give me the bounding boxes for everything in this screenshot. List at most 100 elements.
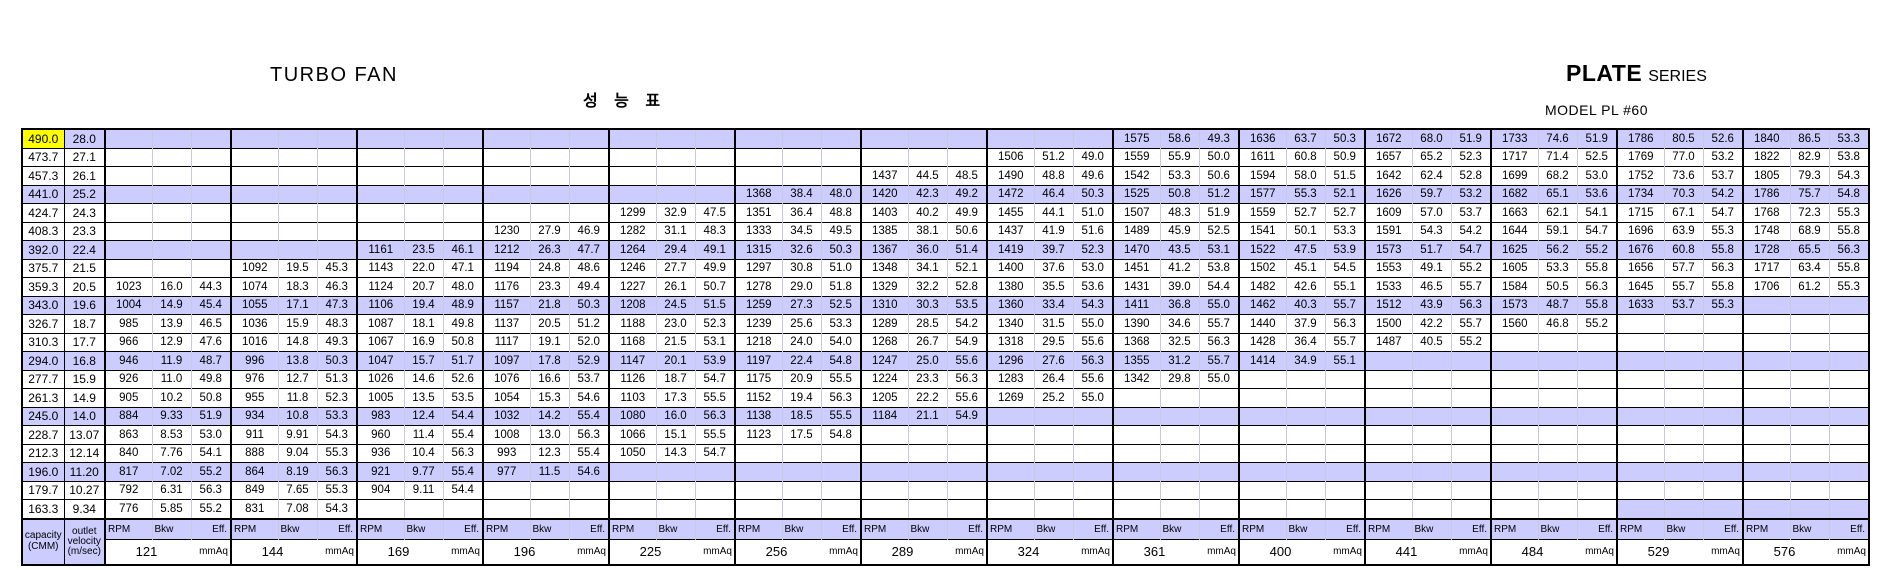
cell-rpm: 1676 [1616, 240, 1664, 259]
cell-bkw: 86.5 [1789, 128, 1829, 148]
table-row: 490.0 28.0 1575 58.6 49.3 1636 63.7 50.3 1672 68.… [22, 128, 1869, 148]
cell-bkw: 21.5 [655, 332, 695, 352]
cell-eff: 54.7 [694, 369, 735, 389]
cell-bkw: 20.5 [529, 314, 569, 333]
cell-bkw: 13.5 [403, 388, 443, 407]
cell-eff [568, 480, 609, 500]
table-row: 392.0 22.4 1161 23.5 46.1 1212 26.3 47.7 1264 29.… [22, 240, 1869, 259]
cell-bkw: 45.9 [1159, 221, 1199, 241]
cell-eff [1576, 388, 1617, 407]
cell-bkw: 8.53 [151, 425, 191, 444]
header-bkw: Bkw [1033, 517, 1073, 539]
cell-rpm: 1066 [608, 425, 656, 444]
cell-eff [1576, 332, 1617, 352]
cell-bkw: 14.6 [403, 369, 443, 389]
cell-bkw: 53.3 [1159, 166, 1199, 185]
cell-rpm: 1507 [1112, 203, 1160, 222]
cell-eff: 51.2 [568, 314, 609, 333]
cell-rpm: 1289 [860, 314, 908, 333]
cell-bkw: 67.1 [1663, 203, 1703, 222]
cell-rpm: 1247 [860, 351, 908, 370]
table-row: 326.7 18.7 985 13.9 46.5 1036 15.9 48.3 1087 18.1… [22, 314, 1869, 333]
cell-eff [946, 499, 987, 519]
table-row: 261.3 14.9 905 10.2 50.8 955 11.8 52.3 1005 13.5 5… [22, 388, 1869, 407]
cell-rpm [1616, 314, 1664, 333]
cell-bkw [655, 147, 695, 167]
cell-eff: 52.6 [442, 369, 483, 389]
cell-eff [1072, 499, 1113, 519]
cell-rpm: 1696 [1616, 221, 1664, 241]
cell-rpm [608, 184, 656, 204]
cell-rpm: 1559 [1112, 147, 1160, 167]
cell-velocity: 10.27 [63, 480, 105, 500]
cell-eff: 48.0 [442, 277, 483, 296]
cell-rpm: 1717 [1742, 258, 1790, 278]
cell-bkw: 60.8 [1285, 147, 1325, 167]
cell-eff: 55.4 [442, 425, 483, 444]
cell-bkw: 9.91 [277, 425, 317, 444]
cell-eff [820, 462, 861, 481]
table-row: 228.7 13.07 863 8.53 53.0 911 9.91 54.3 960 11.4 5… [22, 425, 1869, 444]
cell-bkw [655, 499, 695, 519]
cell-eff [946, 147, 987, 167]
cell-rpm [860, 462, 908, 481]
cell-bkw: 23.5 [403, 240, 443, 259]
cell-eff: 45.3 [316, 258, 357, 278]
cell-eff: 55.3 [1828, 277, 1869, 296]
cell-bkw: 25.6 [781, 314, 821, 333]
table-row: 277.7 15.9 926 11.0 49.8 976 12.7 51.3 1026 14.6 5… [22, 369, 1869, 389]
cell-eff: 55.1 [1324, 351, 1365, 370]
cell-rpm [104, 128, 152, 148]
pressure-unit: mmAq [199, 546, 228, 557]
cell-bkw: 34.9 [1285, 351, 1325, 370]
cell-rpm [1742, 443, 1790, 463]
cell-bkw: 53.7 [1663, 295, 1703, 315]
cell-velocity: 18.7 [63, 314, 105, 333]
cell-velocity: 15.9 [63, 369, 105, 389]
cell-eff [1198, 462, 1239, 481]
cell-bkw [151, 128, 191, 148]
cell-eff [1072, 425, 1113, 444]
cell-bkw: 40.2 [907, 203, 947, 222]
pressure-value: 169 [387, 544, 410, 559]
cell-eff [568, 128, 609, 148]
cell-rpm: 1168 [608, 332, 656, 352]
cell-rpm: 1577 [1238, 184, 1286, 204]
cell-eff [946, 128, 987, 148]
cell-rpm: 1076 [482, 369, 530, 389]
cell-bkw [1159, 499, 1199, 519]
cell-capacity: 228.7 [22, 425, 64, 444]
cell-bkw [781, 166, 821, 185]
cell-eff [1702, 351, 1743, 370]
cell-rpm: 1176 [482, 277, 530, 296]
cell-rpm [482, 147, 530, 167]
cell-eff [1576, 443, 1617, 463]
cell-eff: 55.3 [316, 480, 357, 500]
cell-rpm [608, 499, 656, 519]
cell-rpm [734, 499, 782, 519]
cell-eff [820, 128, 861, 148]
cell-bkw: 63.7 [1285, 128, 1325, 148]
cell-bkw [1537, 388, 1577, 407]
cell-bkw [1663, 406, 1703, 426]
cell-rpm: 1074 [230, 277, 278, 296]
pressure-unit: mmAq [703, 546, 732, 557]
cell-bkw [1033, 406, 1073, 426]
cell-eff: 54.7 [1702, 203, 1743, 222]
cell-eff: 51.9 [1450, 128, 1491, 148]
cell-bkw [529, 499, 569, 519]
cell-eff [820, 443, 861, 463]
cell-rpm [104, 258, 152, 278]
cell-bkw: 26.7 [907, 332, 947, 352]
cell-rpm: 966 [104, 332, 152, 352]
cell-bkw [151, 258, 191, 278]
cell-bkw: 80.5 [1663, 128, 1703, 148]
cell-rpm [1238, 443, 1286, 463]
cell-capacity: 359.3 [22, 277, 64, 296]
cell-bkw: 20.9 [781, 369, 821, 389]
cell-bkw: 61.2 [1789, 277, 1829, 296]
cell-rpm [734, 462, 782, 481]
cell-rpm: 1329 [860, 277, 908, 296]
pressure-unit: mmAq [1711, 546, 1740, 557]
cell-eff [1198, 480, 1239, 500]
